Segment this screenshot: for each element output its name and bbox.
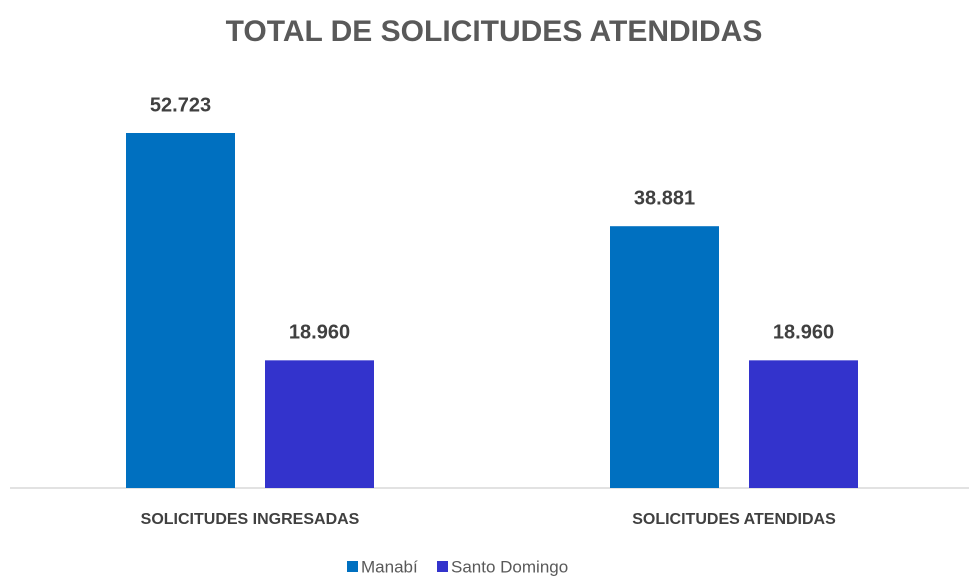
chart-title: TOTAL DE SOLICITUDES ATENDIDAS xyxy=(226,15,763,48)
bar xyxy=(610,226,719,488)
data-label: 18.960 xyxy=(773,322,834,344)
bar xyxy=(265,360,374,488)
x-tick-label: SOLICITUDES INGRESADAS xyxy=(141,511,360,528)
legend-label: Santo Domingo xyxy=(451,557,568,576)
x-tick-label: SOLICITUDES ATENDIDAS xyxy=(632,511,836,528)
bar xyxy=(126,133,235,488)
data-label: 18.960 xyxy=(289,322,350,344)
bar xyxy=(749,360,858,488)
legend-swatch xyxy=(437,561,448,572)
data-label: 38.881 xyxy=(634,187,695,209)
legend-label: Manabí xyxy=(361,557,418,576)
legend-swatch xyxy=(347,561,358,572)
data-label: 52.723 xyxy=(150,94,211,116)
